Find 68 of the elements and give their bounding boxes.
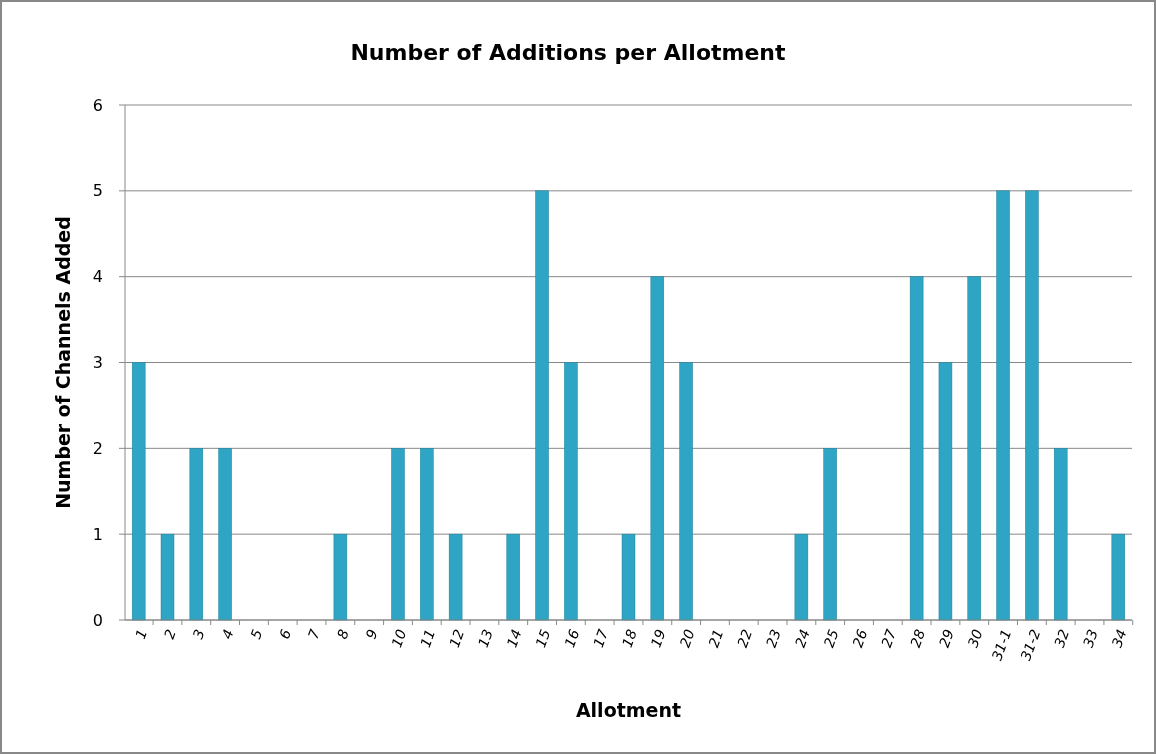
x-tick-label: 3 bbox=[189, 627, 208, 642]
x-tick-label: 7 bbox=[304, 627, 324, 642]
y-tick-label: 0 bbox=[92, 610, 103, 630]
bar bbox=[506, 533, 520, 621]
x-tick-label: 31-1 bbox=[988, 627, 1015, 663]
y-tick-label: 1 bbox=[92, 524, 103, 544]
chart-title: Number of Additions per Allotment bbox=[350, 40, 787, 65]
bar bbox=[189, 448, 204, 621]
x-tick-label: 18 bbox=[618, 627, 640, 650]
bar bbox=[1111, 533, 1126, 621]
bar bbox=[535, 190, 549, 621]
bar bbox=[909, 276, 924, 621]
x-tick-label: 14 bbox=[503, 627, 525, 650]
x-tick-label: 30 bbox=[964, 627, 986, 650]
y-tick-label: 2 bbox=[92, 438, 103, 458]
x-tick-label: 13 bbox=[474, 627, 496, 650]
bar bbox=[448, 533, 463, 621]
bar bbox=[996, 190, 1010, 621]
x-tick-label: 10 bbox=[388, 627, 410, 650]
x-tick-label: 9 bbox=[362, 627, 381, 642]
bar bbox=[967, 276, 981, 621]
x-tick-label: 11 bbox=[417, 627, 439, 650]
bar bbox=[160, 533, 175, 621]
x-axis-title: Allotment bbox=[575, 699, 682, 721]
x-tick-label: 33 bbox=[1079, 627, 1101, 650]
bar bbox=[650, 276, 665, 621]
x-tick-label: 29 bbox=[935, 627, 957, 650]
y-axis-title: Number of Channels Added bbox=[52, 216, 74, 509]
x-tick-label: 15 bbox=[532, 627, 554, 650]
bar bbox=[1053, 448, 1068, 621]
bar bbox=[131, 362, 146, 621]
x-tick-label: 25 bbox=[820, 627, 842, 650]
bar bbox=[564, 362, 578, 621]
bar bbox=[1025, 190, 1039, 621]
x-tick-label: 26 bbox=[849, 627, 871, 650]
x-tick-label: 16 bbox=[561, 627, 583, 650]
bar bbox=[621, 533, 636, 621]
bar bbox=[218, 448, 232, 621]
x-tick-label: 21 bbox=[705, 627, 727, 650]
x-tick-label: 6 bbox=[276, 627, 295, 642]
x-tick-label: 2 bbox=[160, 627, 179, 642]
x-tick-label: 34 bbox=[1108, 627, 1130, 650]
x-tick-label: 8 bbox=[333, 627, 352, 642]
y-tick-label: 3 bbox=[92, 353, 103, 373]
bar bbox=[679, 362, 693, 621]
x-tick-label: 32 bbox=[1050, 627, 1073, 650]
bar bbox=[391, 448, 405, 621]
x-tick-label: 4 bbox=[218, 627, 237, 642]
x-tick-label: 22 bbox=[734, 627, 756, 650]
x-tick-label: 5 bbox=[247, 627, 266, 642]
x-tick-label: 12 bbox=[445, 627, 468, 650]
bar bbox=[794, 533, 809, 621]
x-tick-label: 28 bbox=[906, 627, 929, 650]
x-tick-label: 1 bbox=[132, 627, 151, 642]
bar bbox=[333, 533, 348, 621]
x-tick-label: 23 bbox=[762, 627, 784, 650]
x-tick-label: 19 bbox=[647, 627, 669, 650]
bar bbox=[823, 448, 837, 621]
x-tick-label: 24 bbox=[791, 627, 813, 650]
x-tick-label: 17 bbox=[589, 627, 612, 650]
x-tick-label: 20 bbox=[676, 627, 698, 650]
bar bbox=[938, 362, 953, 621]
x-tick-label: 27 bbox=[878, 627, 900, 650]
y-tick-label: 6 bbox=[92, 95, 103, 115]
x-tick-label: 31-2 bbox=[1017, 627, 1044, 663]
y-tick-label: 4 bbox=[92, 267, 103, 287]
bar bbox=[420, 448, 434, 621]
y-tick-label: 5 bbox=[92, 181, 103, 201]
